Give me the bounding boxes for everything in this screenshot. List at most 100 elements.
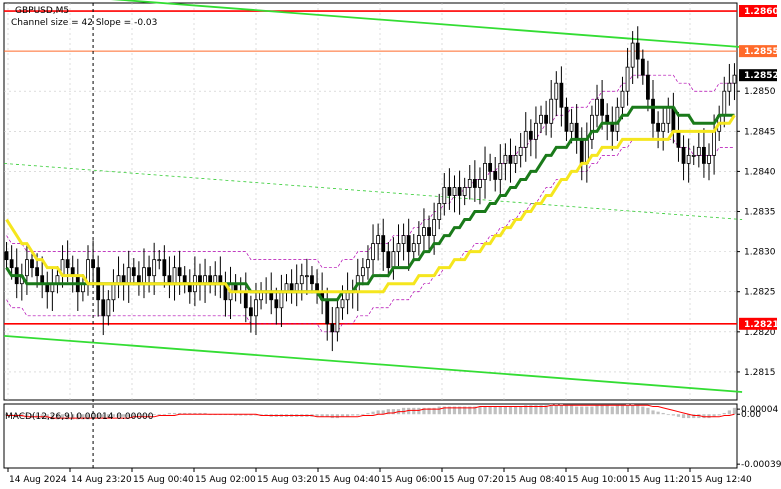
candle-88 (452, 175, 457, 213)
candle-body-33 (172, 267, 177, 285)
candle-body-66 (340, 299, 345, 309)
candle-body-110 (564, 106, 569, 132)
candle-body-82 (422, 227, 426, 236)
candle-body-121 (620, 90, 625, 108)
macd-bar-18 (96, 414, 100, 419)
candle-102 (523, 112, 528, 162)
macd-bar-13 (71, 414, 75, 420)
candle-body-123 (630, 42, 635, 68)
candle-72 (371, 224, 375, 275)
candle-body-80 (411, 243, 416, 253)
candle-body-124 (635, 42, 640, 60)
macd-bar-125 (641, 406, 645, 415)
candle-119 (610, 106, 615, 151)
macd-bar-117 (600, 405, 604, 415)
candle-body-125 (640, 58, 645, 76)
macd-bar-1 (10, 414, 14, 416)
candle-body-53 (274, 299, 279, 309)
candle-18 (96, 255, 101, 317)
macd-bar-65 (335, 414, 340, 419)
macd-bar-33 (172, 412, 177, 415)
macd-bar-104 (534, 405, 538, 415)
candle-108 (554, 71, 559, 117)
candle-133 (681, 135, 686, 181)
price-tag-3: 1.2821 (739, 317, 779, 330)
macd-bar-71 (366, 412, 370, 415)
macd-bar-78 (401, 407, 406, 415)
candle-body-104 (534, 122, 538, 140)
candle-body-63 (325, 299, 330, 325)
macd-bar-74 (381, 410, 385, 415)
candle-body-58 (299, 275, 304, 285)
x-tick-label-5: 15 Aug 04:40 (319, 475, 380, 485)
candle-59 (304, 258, 309, 295)
macd-bar-97 (498, 406, 502, 415)
candle-body-83 (427, 227, 431, 236)
macd-bar-137 (702, 414, 706, 419)
macd-bar-38 (198, 412, 202, 415)
macd-bar-75 (386, 409, 390, 415)
channel-line-0 (110, 0, 743, 49)
candle-31 (162, 245, 167, 288)
macd-bar-5 (30, 414, 34, 419)
macd-bar-76 (391, 409, 396, 415)
candle-body-77 (396, 243, 401, 253)
macd-bar-20 (106, 414, 110, 419)
candle-5 (30, 250, 34, 278)
candle-127 (651, 79, 655, 138)
candle-body-76 (391, 251, 396, 269)
macd-bar-26 (137, 414, 141, 416)
macd-bar-68 (351, 414, 355, 416)
candle-body-92 (472, 179, 477, 188)
candle-body-126 (646, 74, 650, 100)
candle-body-115 (590, 114, 594, 140)
macd-bar-46 (239, 414, 243, 416)
candle-76 (391, 237, 396, 280)
macd-bar-37 (193, 412, 197, 415)
candle-142 (727, 63, 732, 106)
envelope-bands (6, 74, 735, 333)
macd-bar-111 (569, 405, 574, 415)
candle-body-89 (457, 187, 462, 196)
candle-body-138 (707, 154, 711, 164)
y-tick-label-6: 1.2820 (744, 328, 776, 338)
x-tick-label-0: 14 Aug 2024 (9, 475, 67, 485)
macd-bar-67 (345, 414, 350, 417)
candle-99 (508, 138, 513, 183)
candle-body-90 (462, 187, 467, 196)
macd-y-label-2: -0.00039 (741, 460, 781, 470)
macd-bar-49 (254, 414, 258, 416)
candle-body-34 (177, 267, 182, 277)
candle-body-102 (523, 130, 528, 148)
candle-75 (386, 242, 391, 278)
macd-bar-91 (468, 406, 472, 415)
candle-34 (177, 250, 182, 295)
candle-body-5 (30, 259, 34, 269)
candle-47 (243, 272, 248, 323)
candle-21 (111, 269, 116, 312)
candle-body-128 (656, 122, 661, 132)
x-tick-label-10: 15 Aug 11:20 (629, 475, 690, 485)
candle-28 (147, 255, 151, 293)
macd-bar-45 (234, 414, 238, 416)
macd-bar-6 (35, 414, 39, 419)
candle-129 (661, 106, 666, 151)
candle-body-47 (243, 291, 248, 309)
price-frame (3, 2, 738, 401)
candle-134 (686, 138, 691, 183)
macd-bar-0 (4, 414, 9, 416)
candle-body-108 (554, 82, 559, 100)
candle-body-136 (696, 146, 701, 156)
candle-130 (666, 97, 671, 133)
macd-bar-114 (585, 406, 589, 415)
candle-body-21 (111, 283, 116, 301)
x-tick-label-11: 15 Aug 12:40 (691, 475, 752, 485)
candle-body-111 (569, 122, 574, 132)
macd-bar-95 (488, 406, 492, 415)
macd-bar-103 (529, 405, 533, 415)
candle-111 (569, 108, 574, 144)
macd-bar-64 (330, 414, 334, 419)
candle-body-49 (254, 299, 258, 317)
x-tick-label-6: 15 Aug 06:00 (381, 475, 442, 485)
macd-bar-34 (178, 412, 182, 415)
